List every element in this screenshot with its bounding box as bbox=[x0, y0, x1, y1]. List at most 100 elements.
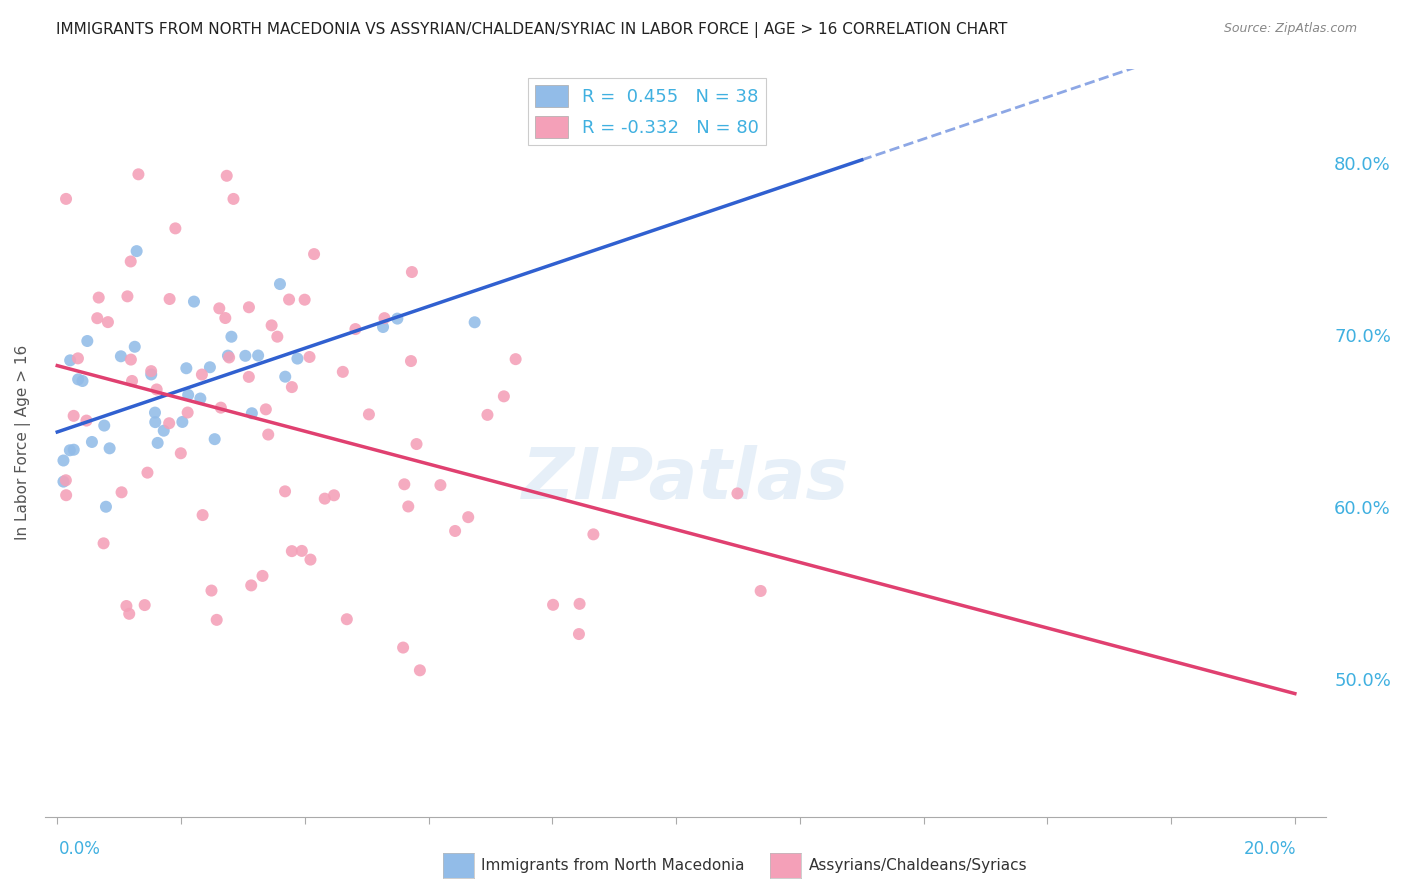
Point bbox=[86, 311, 108, 326]
Point bbox=[405, 437, 427, 451]
Text: Source: ZipAtlas.com: Source: ZipAtlas.com bbox=[1223, 22, 1357, 36]
Point bbox=[541, 598, 564, 612]
Point bbox=[146, 436, 169, 450]
Point bbox=[387, 311, 409, 326]
Point bbox=[125, 244, 148, 259]
Point bbox=[582, 527, 605, 541]
Point bbox=[457, 510, 479, 524]
Point bbox=[72, 374, 94, 388]
Point bbox=[204, 432, 226, 446]
Point bbox=[145, 383, 167, 397]
Point bbox=[176, 361, 198, 376]
Point bbox=[172, 415, 194, 429]
Point bbox=[159, 292, 181, 306]
Point bbox=[177, 388, 200, 402]
Point bbox=[492, 389, 515, 403]
Point bbox=[117, 289, 139, 303]
Point bbox=[257, 427, 280, 442]
Point bbox=[143, 406, 166, 420]
Point bbox=[191, 508, 214, 522]
Point bbox=[217, 349, 239, 363]
Point bbox=[124, 340, 146, 354]
Point bbox=[120, 352, 142, 367]
Text: Assyrians/Chaldeans/Syriacs: Assyrians/Chaldeans/Syriacs bbox=[808, 858, 1026, 872]
Point bbox=[240, 406, 263, 420]
Point bbox=[269, 277, 291, 291]
Point bbox=[98, 442, 121, 456]
Point bbox=[110, 349, 132, 363]
Point bbox=[157, 416, 180, 430]
Point bbox=[59, 353, 82, 368]
Text: Immigrants from North Macedonia: Immigrants from North Macedonia bbox=[481, 858, 744, 872]
Point bbox=[287, 351, 309, 366]
Point bbox=[260, 318, 283, 333]
Text: IMMIGRANTS FROM NORTH MACEDONIA VS ASSYRIAN/CHALDEAN/SYRIAC IN LABOR FORCE | AGE: IMMIGRANTS FROM NORTH MACEDONIA VS ASSYR… bbox=[56, 22, 1008, 38]
Point bbox=[134, 598, 156, 612]
Point bbox=[87, 291, 110, 305]
Point bbox=[332, 365, 354, 379]
Point bbox=[52, 475, 75, 489]
Point bbox=[127, 167, 149, 181]
Point bbox=[152, 424, 174, 438]
Point bbox=[749, 584, 772, 599]
Point bbox=[188, 392, 211, 406]
Point bbox=[357, 408, 380, 422]
Text: ZIPatlas: ZIPatlas bbox=[522, 445, 849, 515]
Y-axis label: In Labor Force | Age > 16: In Labor Force | Age > 16 bbox=[15, 345, 31, 541]
Point bbox=[118, 607, 141, 621]
Point bbox=[240, 578, 263, 592]
Point bbox=[110, 485, 132, 500]
Point bbox=[238, 300, 260, 314]
Point bbox=[94, 500, 117, 514]
Text: 0.0%: 0.0% bbox=[59, 840, 101, 858]
Point bbox=[399, 354, 422, 368]
Point bbox=[183, 294, 205, 309]
Point bbox=[205, 613, 228, 627]
Point bbox=[336, 612, 359, 626]
Text: 20.0%: 20.0% bbox=[1244, 840, 1296, 858]
Point bbox=[429, 478, 451, 492]
Point bbox=[444, 524, 467, 538]
Point bbox=[464, 315, 486, 329]
Point bbox=[238, 370, 260, 384]
Point bbox=[67, 372, 90, 386]
Point bbox=[278, 293, 301, 307]
Point bbox=[214, 311, 236, 326]
Point bbox=[298, 350, 321, 364]
Point bbox=[221, 330, 243, 344]
Point bbox=[371, 320, 394, 334]
Point bbox=[394, 477, 416, 491]
Point bbox=[170, 446, 193, 460]
Point bbox=[165, 221, 187, 235]
Point bbox=[252, 569, 274, 583]
Point bbox=[266, 329, 288, 343]
Point bbox=[401, 265, 423, 279]
Point bbox=[568, 627, 591, 641]
Point bbox=[66, 351, 89, 366]
Point bbox=[274, 484, 297, 499]
Point bbox=[222, 192, 245, 206]
Point bbox=[198, 360, 221, 375]
Point bbox=[62, 442, 84, 457]
Point bbox=[396, 500, 419, 514]
Point bbox=[141, 368, 163, 382]
Point bbox=[93, 418, 115, 433]
Legend: R =  0.455   N = 38, R = -0.332   N = 80: R = 0.455 N = 38, R = -0.332 N = 80 bbox=[527, 78, 766, 145]
Point bbox=[55, 473, 77, 487]
Point bbox=[505, 352, 527, 367]
Point bbox=[373, 311, 395, 326]
Point bbox=[233, 349, 256, 363]
Point bbox=[141, 364, 163, 378]
Point bbox=[344, 322, 367, 336]
Point bbox=[568, 597, 591, 611]
Point bbox=[314, 491, 336, 506]
Point bbox=[80, 434, 103, 449]
Point bbox=[477, 408, 499, 422]
Point bbox=[274, 369, 297, 384]
Point bbox=[115, 599, 138, 613]
Point bbox=[136, 466, 159, 480]
Point bbox=[294, 293, 316, 307]
Point bbox=[93, 536, 115, 550]
Point bbox=[191, 368, 214, 382]
Point bbox=[55, 192, 77, 206]
